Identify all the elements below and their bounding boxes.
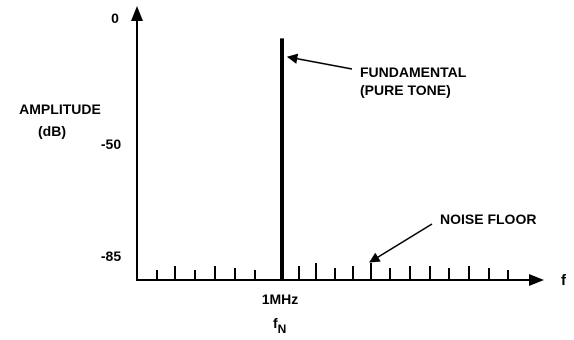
- x-axis-arrow-icon: [529, 274, 544, 286]
- x-axis-label: f: [561, 272, 567, 289]
- y-axis-title-line1: AMPLITUDE: [19, 101, 101, 117]
- y-tick-label-85: -85: [101, 248, 121, 264]
- annotation-fundamental-arrow: [286, 53, 353, 70]
- annotation-noise-floor: NOISE FLOOR: [440, 211, 536, 227]
- y-axis-arrow-icon: [131, 6, 143, 21]
- fundamental-symbol-subscript: N: [278, 322, 287, 335]
- y-axis-title-line2: (dB): [38, 123, 66, 139]
- fundamental-symbol: f: [273, 315, 278, 331]
- fundamental-symbol-label: fN: [273, 315, 286, 335]
- fundamental-frequency-label: 1MHz: [262, 291, 299, 307]
- y-tick-label-50: -50: [101, 136, 121, 152]
- y-tick-label-0: 0: [111, 10, 119, 26]
- annotation-fundamental-line2: (PURE TONE): [360, 82, 451, 98]
- noise-floor-lines: [156, 263, 509, 280]
- annotation-fundamental-line1: FUNDAMENTAL: [360, 64, 467, 80]
- annotation-noise-arrow: [369, 223, 433, 263]
